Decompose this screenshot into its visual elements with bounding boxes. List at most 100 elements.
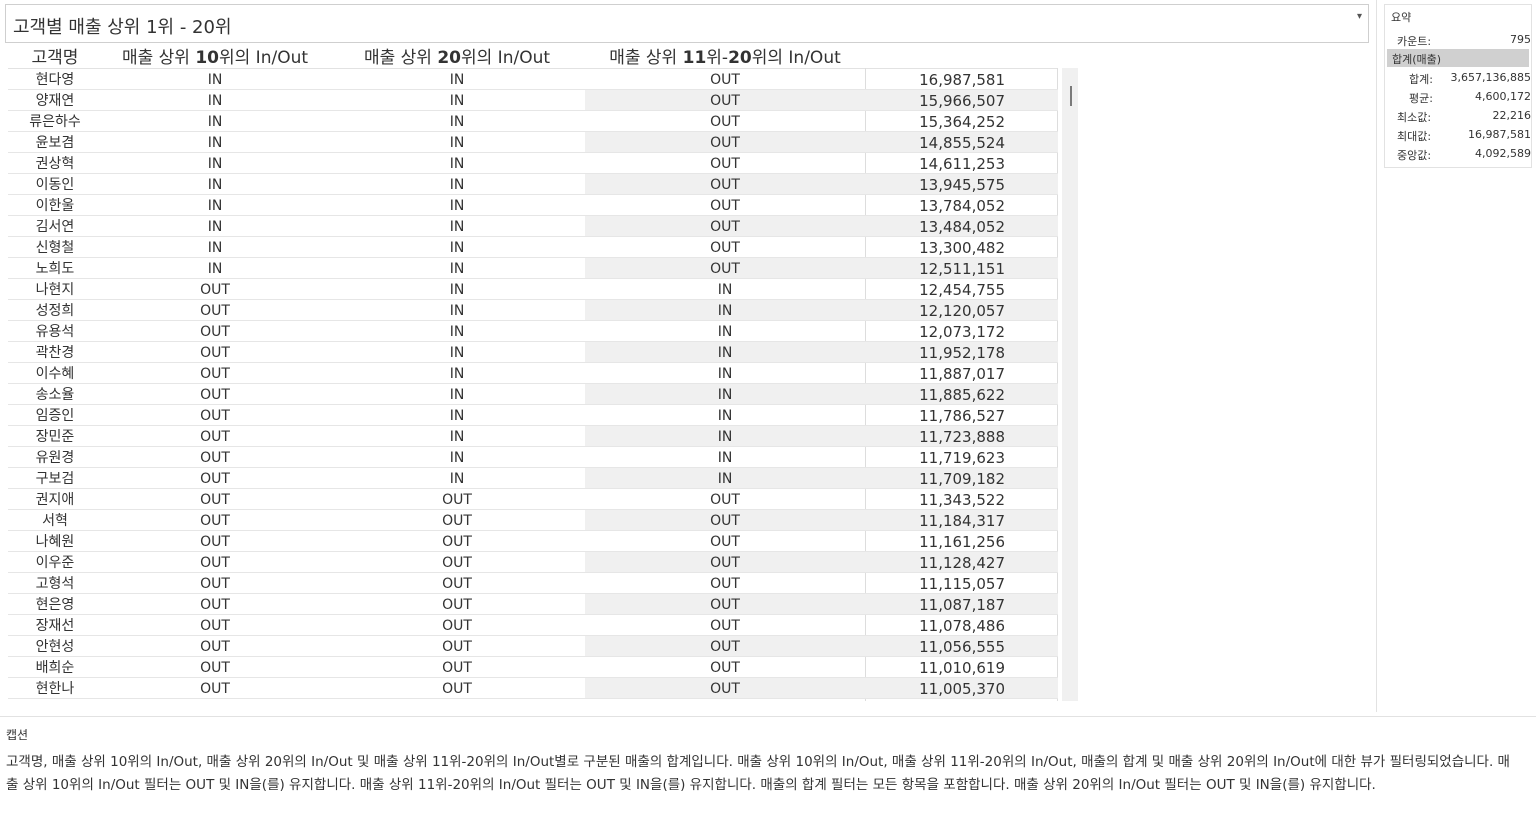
table-row[interactable]: 임증인 OUT IN IN 11,786,527 [8,405,1058,426]
table-row[interactable]: 김서연 IN IN OUT 13,484,052 [8,216,1058,237]
sales-sum-cell: 14,855,524 [919,134,1005,152]
table-row[interactable]: 곽찬경 OUT IN IN 11,952,178 [8,342,1058,363]
view-divider [1376,0,1377,712]
customer-name-cell: 현은영 [35,597,75,613]
top10-inout-cell: OUT [200,534,230,550]
sales-sum-cell: 11,952,178 [919,344,1005,362]
summary-minimum: 최소값: 22,216 [1397,109,1531,124]
table-row[interactable]: 나혜원 OUT OUT OUT 11,161,256 [8,531,1058,552]
row-band [865,552,1058,572]
table-row[interactable]: 권지애 OUT OUT OUT 11,343,522 [8,489,1058,510]
table-row[interactable]: 유원경 OUT IN IN 11,719,623 [8,447,1058,468]
scrollbar-thumb[interactable] [1070,86,1072,106]
customer-name-cell: 이우준 [35,555,75,571]
table-row[interactable]: 이한울 IN IN OUT 13,784,052 [8,195,1058,216]
top20-inout-cell: OUT [442,513,472,529]
top20-inout-cell: IN [449,429,465,445]
summary-count: 카운트: 795 [1397,33,1531,48]
customer-name-cell: 유용석 [35,324,75,340]
vertical-scrollbar[interactable] [1062,68,1078,701]
header-top10-inout[interactable]: 매출 상위 10위의 In/Out [121,48,309,68]
top10-inout-cell: IN [207,156,223,172]
table-row[interactable]: 장민준 OUT IN IN 11,723,888 [8,426,1058,447]
top10-inout-cell: OUT [200,492,230,508]
top10-inout-cell: OUT [200,471,230,487]
table-row[interactable]: 노희도 IN IN OUT 12,511,151 [8,258,1058,279]
table-row[interactable]: 서혁 OUT OUT OUT 11,184,317 [8,510,1058,531]
table-row[interactable]: 윤보겸 IN IN OUT 14,855,524 [8,132,1058,153]
customer-name-cell: 권상혁 [35,156,75,172]
table-row[interactable]: 송소율 OUT IN IN 11,885,622 [8,384,1058,405]
row-band [865,258,1058,278]
table-row[interactable]: 이동인 IN IN OUT 13,945,575 [8,174,1058,195]
table-row[interactable]: 안현성 OUT OUT OUT 11,056,555 [8,636,1058,657]
top11-20-inout-cell: OUT [710,177,740,193]
top20-inout-cell: OUT [442,534,472,550]
worksheet-title: 고객별 매출 상위 1위 - 20위 [13,17,232,38]
table-row[interactable]: 이우준 OUT OUT OUT 11,128,427 [8,552,1058,573]
table-row[interactable]: 이수혜 OUT IN IN 11,887,017 [8,363,1058,384]
customer-name-cell: 나현지 [35,282,75,298]
top10-inout-cell: IN [207,177,223,193]
top10-inout-cell: OUT [200,387,230,403]
customer-name-cell: 윤보겸 [35,135,75,151]
top11-20-inout-cell: OUT [710,555,740,571]
top20-inout-cell: IN [449,324,465,340]
table-row[interactable]: 현한나 OUT OUT OUT 11,005,370 [8,678,1058,699]
sales-sum-cell: 11,056,555 [919,638,1005,656]
top10-inout-cell: OUT [200,303,230,319]
summary-group-sales-sum: 합계(매출) [1387,49,1529,67]
sales-sum-cell: 11,709,182 [919,470,1005,488]
top20-inout-cell: OUT [442,492,472,508]
row-band [585,636,865,656]
table-row[interactable]: 나현지 OUT IN IN 12,454,755 [8,279,1058,300]
row-band [585,552,865,572]
top11-20-inout-cell: OUT [710,93,740,109]
header-top20-inout[interactable]: 매출 상위 20위의 In/Out [363,48,551,68]
sales-sum-cell: 11,087,187 [919,596,1005,614]
customer-name-cell: 송소율 [35,387,75,403]
customer-name-cell: 배희순 [35,660,75,676]
customer-name-cell: 장재선 [35,618,75,634]
top20-inout-cell: IN [449,282,465,298]
table-row[interactable]: 권상혁 IN IN OUT 14,611,253 [8,153,1058,174]
row-band [585,678,865,698]
top10-inout-cell: OUT [200,282,230,298]
table-row[interactable]: 현은영 OUT OUT OUT 11,087,187 [8,594,1058,615]
table-row[interactable]: 성정희 OUT IN IN 12,120,057 [8,300,1058,321]
table-row[interactable]: 구보검 OUT IN IN 11,709,182 [8,468,1058,489]
top20-inout-cell: IN [449,240,465,256]
table-row[interactable]: 유용석 OUT IN IN 12,073,172 [8,321,1058,342]
table-row[interactable]: 고형석 OUT OUT OUT 11,115,057 [8,573,1058,594]
header-customer-name[interactable]: 고객명 [31,48,79,68]
sales-sum-cell: 11,723,888 [919,428,1005,446]
header-top11-20-inout[interactable]: 매출 상위 11위-20위의 In/Out [609,48,841,68]
sales-sum-cell: 11,184,317 [919,512,1005,530]
table-row[interactable]: 신형철 IN IN OUT 13,300,482 [8,237,1058,258]
customer-name-cell: 이한울 [35,198,75,214]
customer-name-cell: 곽찬경 [35,345,75,361]
table-row[interactable]: 장재선 OUT OUT OUT 11,078,486 [8,615,1058,636]
chevron-down-icon[interactable]: ▾ [1356,11,1362,22]
top20-inout-cell: IN [449,450,465,466]
table-row[interactable]: 현다영 IN IN OUT 16,987,581 [8,69,1058,90]
top10-inout-cell: OUT [200,408,230,424]
row-band [585,468,865,488]
row-band [585,90,865,110]
sales-sum-cell: 15,364,252 [919,113,1005,131]
sales-sum-cell: 13,484,052 [919,218,1005,236]
sales-sum-cell: 13,784,052 [919,197,1005,215]
top10-inout-cell: IN [207,261,223,277]
summary-card: 요약 카운트: 795 합계(매출) 합계: 3,657,136,885 평균:… [1384,4,1532,168]
row-band [865,510,1058,530]
top20-inout-cell: OUT [442,576,472,592]
sales-sum-cell: 16,987,581 [919,71,1005,89]
table-row[interactable]: 배희순 OUT OUT OUT 11,010,619 [8,657,1058,678]
table-row[interactable]: 류은하수 IN IN OUT 15,364,252 [8,111,1058,132]
top11-20-inout-cell: OUT [710,114,740,130]
top10-inout-cell: OUT [200,618,230,634]
top10-inout-cell: IN [207,135,223,151]
top11-20-inout-cell: OUT [710,660,740,676]
sales-sum-cell: 12,454,755 [919,281,1005,299]
table-row[interactable]: 양재연 IN IN OUT 15,966,507 [8,90,1058,111]
